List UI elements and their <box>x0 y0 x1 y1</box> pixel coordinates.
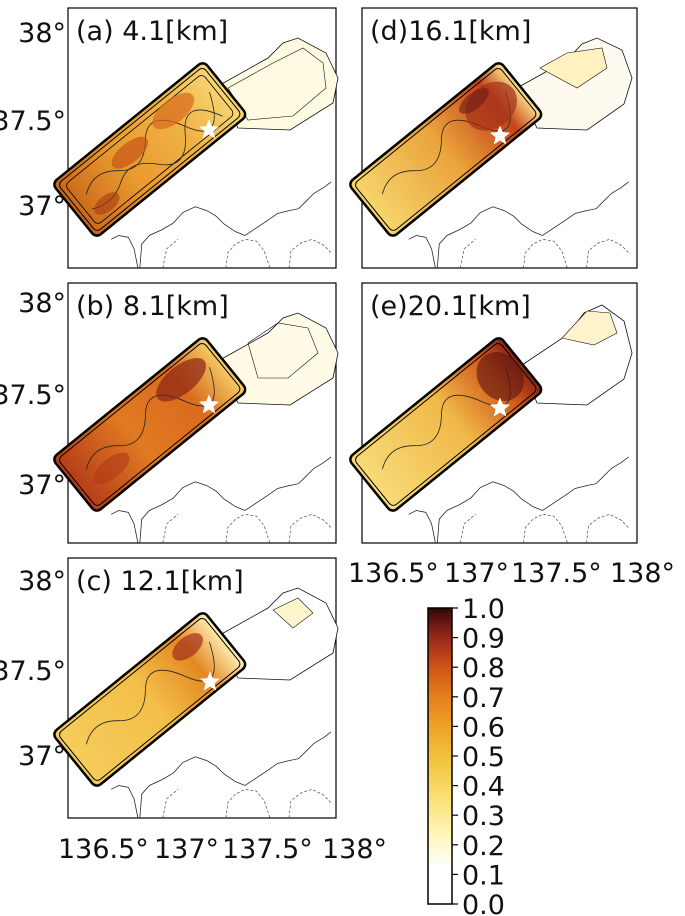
fault-plane-c <box>53 612 247 787</box>
panel-c-depth: 12.1 <box>121 566 181 597</box>
svg-text:(e)20.1[km]: (e)20.1[km] <box>370 291 531 322</box>
x-tick-1375-c: 137.5° <box>222 834 313 865</box>
panel-b-unit: [km] <box>166 291 229 322</box>
panel-e-label: (e) <box>370 291 408 322</box>
x-tick-1375-e: 137.5° <box>511 558 602 589</box>
epicenter-star-b <box>198 394 220 414</box>
epicenter-star-a <box>198 119 220 139</box>
x-axis-left: 136.5° 137° 137.5° 138° <box>58 834 387 865</box>
panel-d: (d)16.1[km] <box>349 7 638 269</box>
svg-text:(b) 8.1[km]: (b) 8.1[km] <box>76 291 229 322</box>
panel-a: (a) 4.1[km] <box>53 7 339 269</box>
y-tick-38-b: 38° <box>18 288 66 319</box>
fault-extension-b <box>217 312 339 406</box>
epicenter-star-e <box>489 397 511 417</box>
colorbar-tick-label: 0.0 <box>462 890 505 916</box>
y-tick-375-c: 37.5° <box>0 656 66 687</box>
colorbar-tick-label: 0.1 <box>462 860 505 891</box>
panel-a-depth: 4.1 <box>122 16 165 47</box>
panel-d-unit: [km] <box>468 16 531 47</box>
x-tick-138-c: 138° <box>322 834 387 865</box>
x-axis-right: 136.5° 137° 137.5° 138° <box>348 558 675 589</box>
panel-b-depth: 8.1 <box>123 291 166 322</box>
y-tick-38-c: 38° <box>18 566 66 597</box>
panel-b: (b) 8.1[km] <box>53 282 339 544</box>
panel-c-label: (c) <box>76 566 112 597</box>
colorbar-tick-label: 0.4 <box>462 772 505 803</box>
colorbar-tick-label: 1.0 <box>462 594 505 625</box>
y-tick-375-b: 37.5° <box>0 380 66 411</box>
y-axis-left: 38° 37.5° 37° 38° 37.5° 37° 38° 37.5° 37… <box>0 18 66 772</box>
x-tick-1365-c: 136.5° <box>58 834 149 865</box>
colorbar-tick-label: 0.3 <box>462 801 505 832</box>
y-tick-37-b: 37° <box>18 470 66 501</box>
x-tick-137-c: 137° <box>154 834 219 865</box>
panel-c-unit: [km] <box>181 566 244 597</box>
y-tick-375-a: 37.5° <box>0 106 66 137</box>
panel-d-depth: 16.1 <box>408 16 468 47</box>
colorbar-tick-label: 0.8 <box>462 653 505 684</box>
colorbar-tick-label: 0.6 <box>462 712 505 743</box>
epicenter-star-c <box>199 671 221 691</box>
y-tick-37-c: 37° <box>18 741 66 772</box>
panel-e-depth: 20.1 <box>408 291 468 322</box>
x-tick-1365-e: 136.5° <box>348 558 439 589</box>
x-tick-138-e: 138° <box>610 558 675 589</box>
svg-text:(d)16.1[km]: (d)16.1[km] <box>370 16 531 47</box>
colorbar-tick-label: 0.5 <box>462 742 505 773</box>
colorbar-tick-label: 0.9 <box>462 624 505 655</box>
colorbar-ticks: 1.00.90.80.70.60.50.40.30.20.10.0 <box>452 594 505 916</box>
panel-e: (e)20.1[km] <box>349 282 638 544</box>
colorbar: 1.00.90.80.70.60.50.40.30.20.10.0 <box>427 594 505 916</box>
epicenter-star-d <box>489 125 511 145</box>
y-tick-37-a: 37° <box>18 191 66 222</box>
panel-e-unit: [km] <box>468 291 531 322</box>
svg-text:(a) 4.1[km]: (a) 4.1[km] <box>76 16 228 47</box>
panel-a-label: (a) <box>76 16 114 47</box>
panel-d-label: (d) <box>370 16 408 47</box>
panel-c: (c) 12.1[km] <box>53 557 339 819</box>
y-tick-38-a: 38° <box>18 18 66 49</box>
colorbar-tick-label: 0.7 <box>462 683 505 714</box>
colorbar-tick-label: 0.2 <box>462 831 505 862</box>
panel-b-label: (b) <box>76 291 114 322</box>
x-tick-137-e: 137° <box>444 558 509 589</box>
colorbar-bar <box>427 607 453 905</box>
panel-a-unit: [km] <box>165 16 228 47</box>
svg-text:(c) 12.1[km]: (c) 12.1[km] <box>76 566 244 597</box>
fault-plane-a <box>53 62 247 237</box>
fault-extension-a <box>217 37 339 131</box>
